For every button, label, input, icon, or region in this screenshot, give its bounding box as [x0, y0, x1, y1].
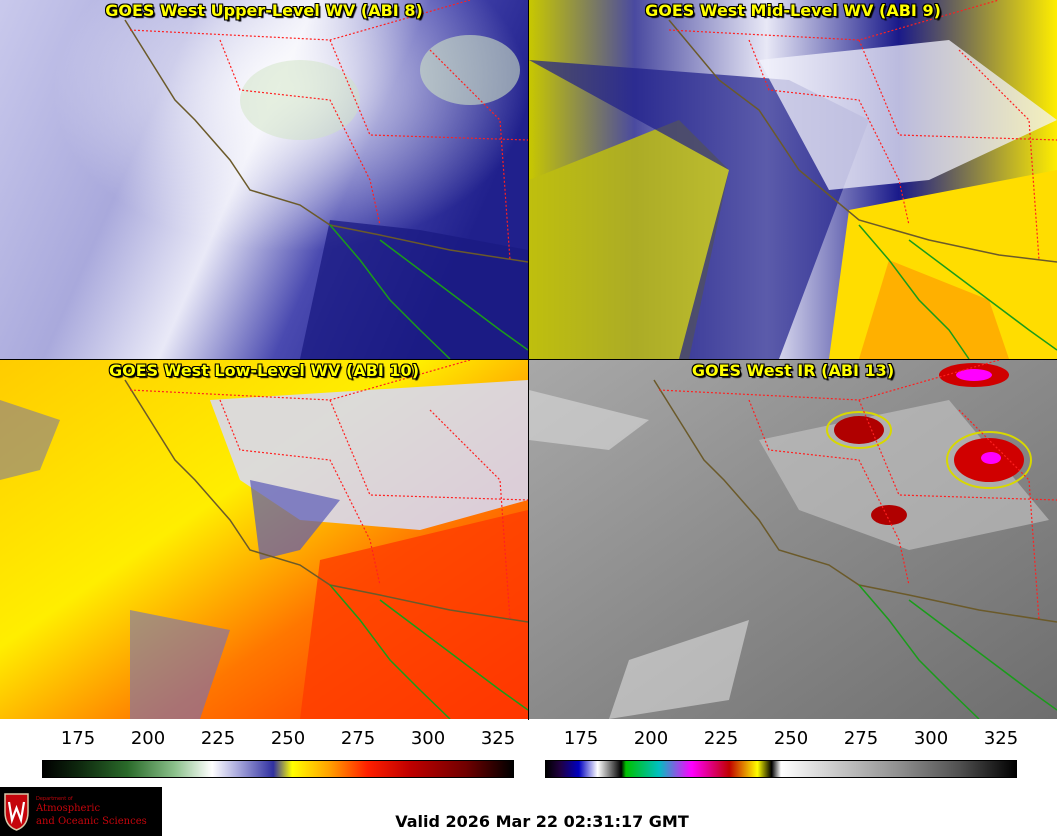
logo-line1: Atmospheric	[36, 803, 101, 814]
panel-low-level-wv: GOES West Low-Level WV (ABI 10)	[0, 360, 528, 719]
low-level-wv-image	[0, 360, 528, 719]
colorbar-tick: 300	[410, 728, 446, 749]
wv-colorbar-ticks: 175 200 225 250 275 300 325	[42, 728, 516, 750]
colorbar-tick: 275	[340, 728, 376, 749]
valid-time: Valid 2026 Mar 22 02:31:17 GMT	[395, 812, 689, 831]
colorbar-tick: 325	[983, 728, 1019, 749]
colorbar-tick: 325	[480, 728, 516, 749]
vertical-divider	[528, 0, 529, 720]
colorbar-tick: 225	[703, 728, 739, 749]
colorbar-tick: 175	[60, 728, 96, 749]
colorbar-tick: 250	[773, 728, 809, 749]
colorbar-tick: 200	[130, 728, 166, 749]
upper-level-wv-image	[0, 0, 528, 359]
mid-level-wv-image	[529, 0, 1057, 359]
colorbar-tick: 175	[563, 728, 599, 749]
panel-upper-level-wv: GOES West Upper-Level WV (ABI 8)	[0, 0, 528, 359]
aos-logo: Department of Atmospheric and Oceanic Sc…	[0, 787, 162, 836]
uw-crest-icon	[4, 793, 29, 831]
panel-mid-level-wv: GOES West Mid-Level WV (ABI 9)	[529, 0, 1057, 359]
wv-colorbar-gradient	[42, 760, 514, 778]
panel-ir: GOES West IR (ABI 13)	[529, 360, 1057, 719]
ir-colorbar: 175 200 225 250 275 300 325	[545, 720, 1019, 782]
wv-colorbar: 175 200 225 250 275 300 325	[42, 720, 516, 782]
colorbar-tick: 300	[913, 728, 949, 749]
ir-colorbar-gradient	[545, 760, 1017, 778]
logo-department: Department of	[36, 796, 73, 802]
colorbar-tick: 225	[200, 728, 236, 749]
colorbar-tick: 200	[633, 728, 669, 749]
logo-line2: and Oceanic Sciences	[36, 816, 147, 827]
colorbar-tick: 275	[843, 728, 879, 749]
ir-colorbar-ticks: 175 200 225 250 275 300 325	[545, 728, 1019, 750]
ir-image	[529, 360, 1057, 719]
colorbar-tick: 250	[270, 728, 306, 749]
